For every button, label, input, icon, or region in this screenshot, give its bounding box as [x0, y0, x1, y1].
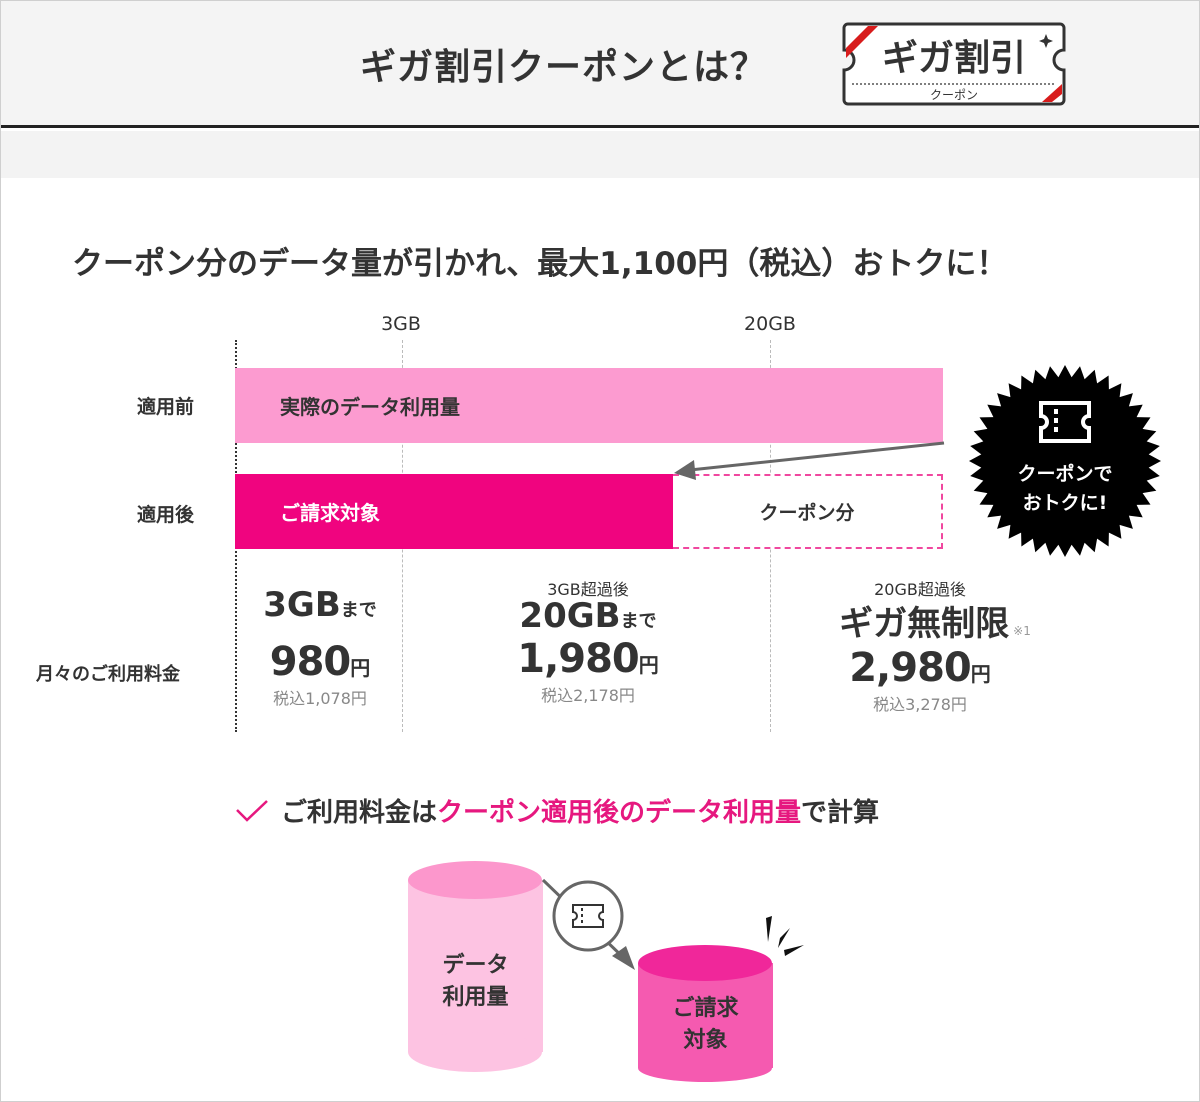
tick-20gb: 20GB: [744, 313, 796, 335]
cyl-right-line-1: ご請求: [672, 996, 739, 1021]
plan-20gb: 3GB超過後 20GBまで 1,980円 税込2,178円: [517, 576, 659, 706]
sparkle-icon: [766, 916, 804, 956]
plan-tier: 20GB: [519, 596, 621, 636]
giga-coupon-logo: ギガ割引 クーポン: [842, 22, 1066, 106]
ticket-icon: [1039, 401, 1091, 443]
plan-note: ※1: [1013, 624, 1031, 638]
plan-tier: ギガ無制限: [839, 604, 1010, 644]
plan-tax: 税込1,078円: [273, 689, 367, 708]
cyl-right-line-2: 対象: [683, 1027, 728, 1053]
logo-main-text: ギガ割引: [882, 38, 1026, 79]
headline: クーポン分のデータ量が引かれ、最大1,100円（税込）おトクに！: [72, 246, 1008, 282]
plan-3gb: 3GBまで 980円 税込1,078円: [263, 585, 376, 709]
cylinder-illustration: [408, 861, 804, 1082]
plan-tax: 税込3,278円: [873, 695, 967, 714]
bar-billed: ご請求対象: [235, 474, 673, 549]
plan-tax: 税込2,178円: [541, 686, 635, 705]
bar-actual-usage: 実際のデータ利用量: [235, 368, 943, 443]
bar-billed-label: ご請求対象: [280, 501, 380, 525]
cylinder-data-usage-label: データ 利用量: [408, 950, 543, 1014]
coupon-badge: クーポンで おトクに!: [968, 364, 1162, 558]
note-text-a: ご利用料金は: [281, 798, 438, 828]
page-title: ギガ割引クーポンとは？: [360, 47, 768, 88]
bar-actual-label: 実際のデータ利用量: [280, 395, 460, 419]
cyl-left-line-2: 利用量: [442, 984, 509, 1010]
tick-3gb: 3GB: [381, 313, 421, 335]
plan-unit: 円: [350, 656, 371, 680]
plan-tier-suffix: まで: [340, 600, 377, 621]
logo-sub-text: クーポン: [930, 88, 978, 102]
badge-line-1: クーポンで: [1017, 463, 1113, 485]
plan-pre: 20GB超過後: [874, 580, 966, 599]
plan-unit: 円: [970, 662, 991, 686]
plan-price: 2,980: [849, 645, 972, 691]
calc-note: ご利用料金は クーポン適用後のデータ利用量 で計算: [235, 792, 879, 829]
starburst-icon: [969, 365, 1161, 557]
row-label-after: 適用後: [137, 504, 195, 526]
note-highlight: クーポン適用後のデータ利用量: [437, 798, 802, 828]
plan-price: 1,980: [517, 636, 640, 682]
header-band: [0, 131, 1200, 178]
badge-line-2: おトクに!: [1022, 491, 1108, 514]
plan-pre: 3GB超過後: [547, 580, 629, 599]
cyl-left-line-1: データ: [442, 953, 509, 978]
plan-unlimited: 20GB超過後 ギガ無制限 ※1 2,980円 税込3,278円: [839, 576, 1031, 715]
bar-coupon-label: クーポン分: [759, 502, 855, 524]
bar-coupon: クーポン分: [673, 474, 943, 549]
plan-price: 980: [269, 639, 351, 685]
arrow-icon: [674, 441, 945, 480]
note-text-b: で計算: [801, 798, 880, 828]
plan-tier-suffix: まで: [620, 611, 657, 632]
ticket-icon: [572, 904, 604, 928]
plan-tier: 3GB: [263, 585, 341, 625]
monthly-fee-label: 月々のご利用料金: [36, 664, 180, 685]
row-label-before: 適用前: [137, 396, 195, 418]
check-icon: [236, 799, 268, 822]
plan-unit: 円: [638, 653, 659, 677]
cylinder-billed-label: ご請求 対象: [638, 993, 773, 1057]
